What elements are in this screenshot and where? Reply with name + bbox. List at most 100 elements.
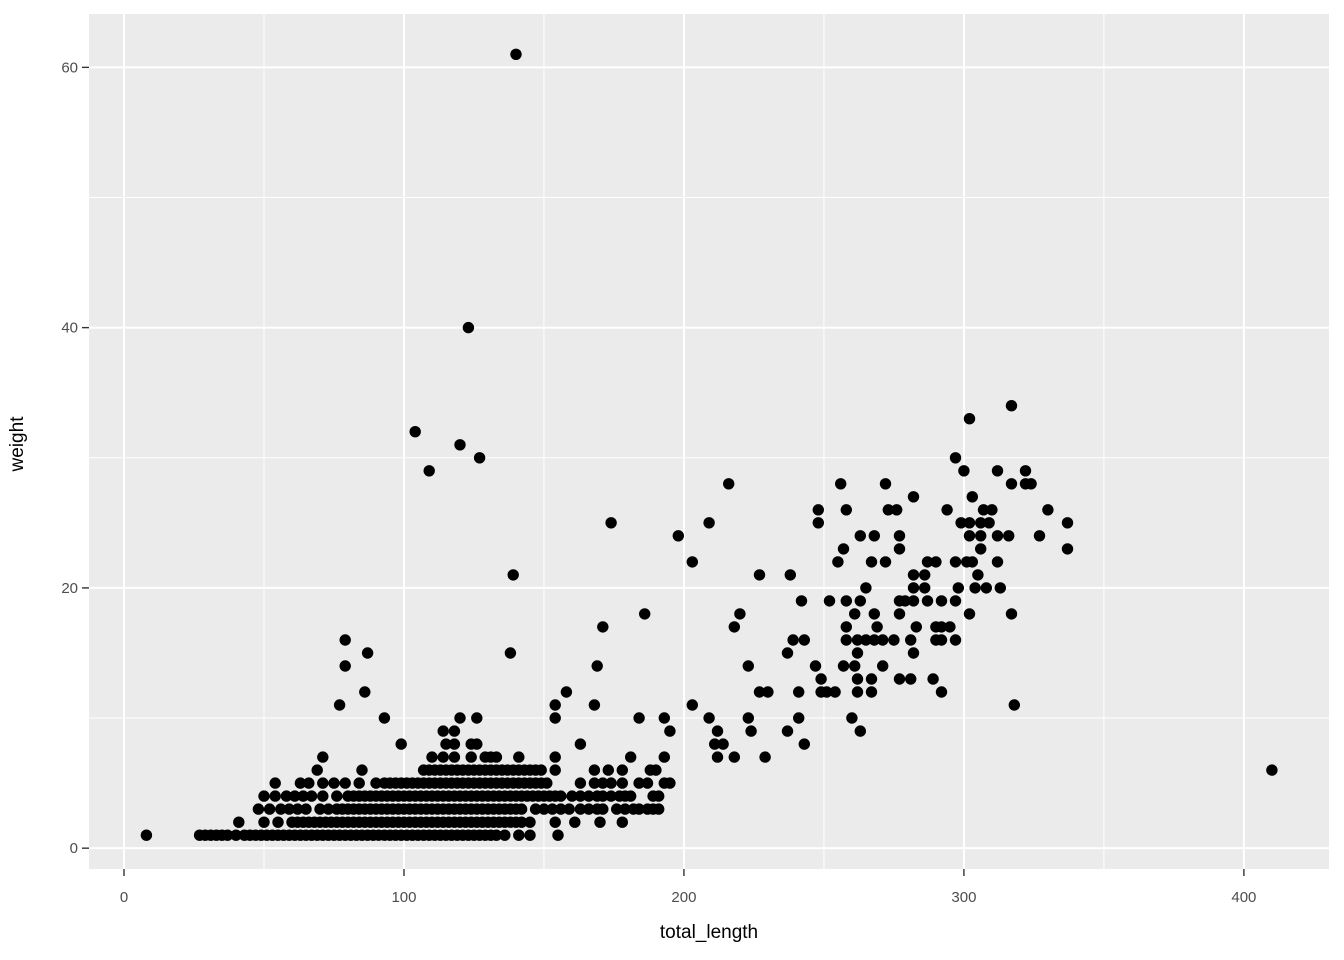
data-point: [868, 608, 880, 620]
data-point: [734, 608, 746, 620]
data-point: [840, 634, 852, 646]
data-point: [809, 660, 822, 672]
data-point: [877, 634, 889, 646]
data-point: [742, 660, 754, 672]
data-point: [793, 686, 805, 698]
data-point: [529, 803, 542, 815]
data-point: [963, 517, 976, 529]
x-tick-label: 400: [1231, 889, 1256, 906]
data-point: [723, 478, 735, 490]
data-point: [339, 634, 351, 646]
y-tick-label: 60: [61, 59, 78, 76]
data-point: [1025, 478, 1037, 490]
data-point: [952, 582, 964, 594]
data-point: [566, 790, 578, 802]
data-point: [252, 803, 265, 815]
data-point: [1266, 764, 1278, 776]
data-point: [583, 790, 595, 802]
data-point: [513, 751, 525, 763]
data-point: [490, 829, 503, 841]
data-point: [949, 595, 962, 607]
data-point: [317, 777, 329, 789]
data-point: [919, 582, 931, 594]
data-point: [672, 530, 684, 542]
data-point: [658, 712, 670, 724]
data-point: [291, 803, 304, 815]
data-point: [907, 569, 920, 581]
data-point: [1061, 543, 1074, 555]
data-point: [535, 764, 547, 776]
data-point: [905, 634, 917, 646]
data-point: [639, 608, 651, 620]
data-point: [230, 829, 242, 841]
data-point: [846, 712, 858, 724]
data-point: [745, 725, 757, 737]
data-point: [297, 790, 309, 802]
data-point: [641, 777, 654, 789]
data-point: [893, 608, 906, 620]
data-point: [1042, 504, 1054, 516]
data-point: [851, 673, 864, 685]
data-point: [1005, 400, 1018, 412]
data-point: [994, 582, 1006, 594]
data-point: [815, 673, 827, 685]
data-points: [140, 48, 1278, 841]
data-point: [837, 543, 850, 555]
data-point: [821, 686, 833, 698]
data-point: [860, 634, 872, 646]
data-point: [221, 829, 234, 841]
data-point: [140, 829, 153, 841]
data-point: [966, 556, 978, 568]
data-point: [963, 413, 976, 425]
data-point: [597, 777, 609, 789]
data-point: [784, 569, 796, 581]
data-point: [941, 504, 953, 516]
data-point: [849, 608, 861, 620]
data-point: [871, 621, 883, 633]
data-point: [524, 829, 536, 841]
data-point: [991, 556, 1004, 568]
data-point: [314, 803, 326, 815]
data-point: [549, 751, 561, 763]
data-point: [865, 686, 878, 698]
data-point: [619, 803, 631, 815]
data-point: [963, 608, 976, 620]
data-point: [322, 803, 335, 815]
data-point: [591, 660, 603, 672]
data-point: [560, 686, 573, 698]
data-point: [935, 686, 948, 698]
data-point: [269, 790, 281, 802]
data-point: [448, 725, 461, 737]
data-point: [289, 790, 301, 802]
data-point: [605, 517, 617, 529]
data-point: [328, 777, 340, 789]
data-point: [633, 712, 645, 724]
data-point: [471, 712, 483, 724]
data-point: [812, 517, 824, 529]
data-point: [703, 517, 715, 529]
data-point: [935, 595, 948, 607]
data-point: [597, 790, 609, 802]
data-point: [907, 582, 920, 594]
data-point: [233, 816, 245, 828]
data-point: [597, 621, 609, 633]
data-point: [625, 751, 637, 763]
data-point: [930, 556, 942, 568]
data-point: [865, 556, 878, 568]
grid-major-lines: [89, 14, 1329, 869]
x-axis-title: total_length: [660, 922, 758, 943]
data-point: [921, 595, 934, 607]
data-point: [317, 751, 329, 763]
data-point: [605, 777, 617, 789]
data-point: [269, 777, 281, 789]
x-tick-label: 0: [120, 889, 128, 906]
data-point: [781, 647, 794, 659]
data-point: [541, 777, 553, 789]
data-point: [555, 790, 567, 802]
data-point: [524, 816, 536, 828]
data-point: [653, 803, 665, 815]
data-point: [753, 686, 766, 698]
data-point: [949, 556, 962, 568]
data-point: [437, 725, 449, 737]
